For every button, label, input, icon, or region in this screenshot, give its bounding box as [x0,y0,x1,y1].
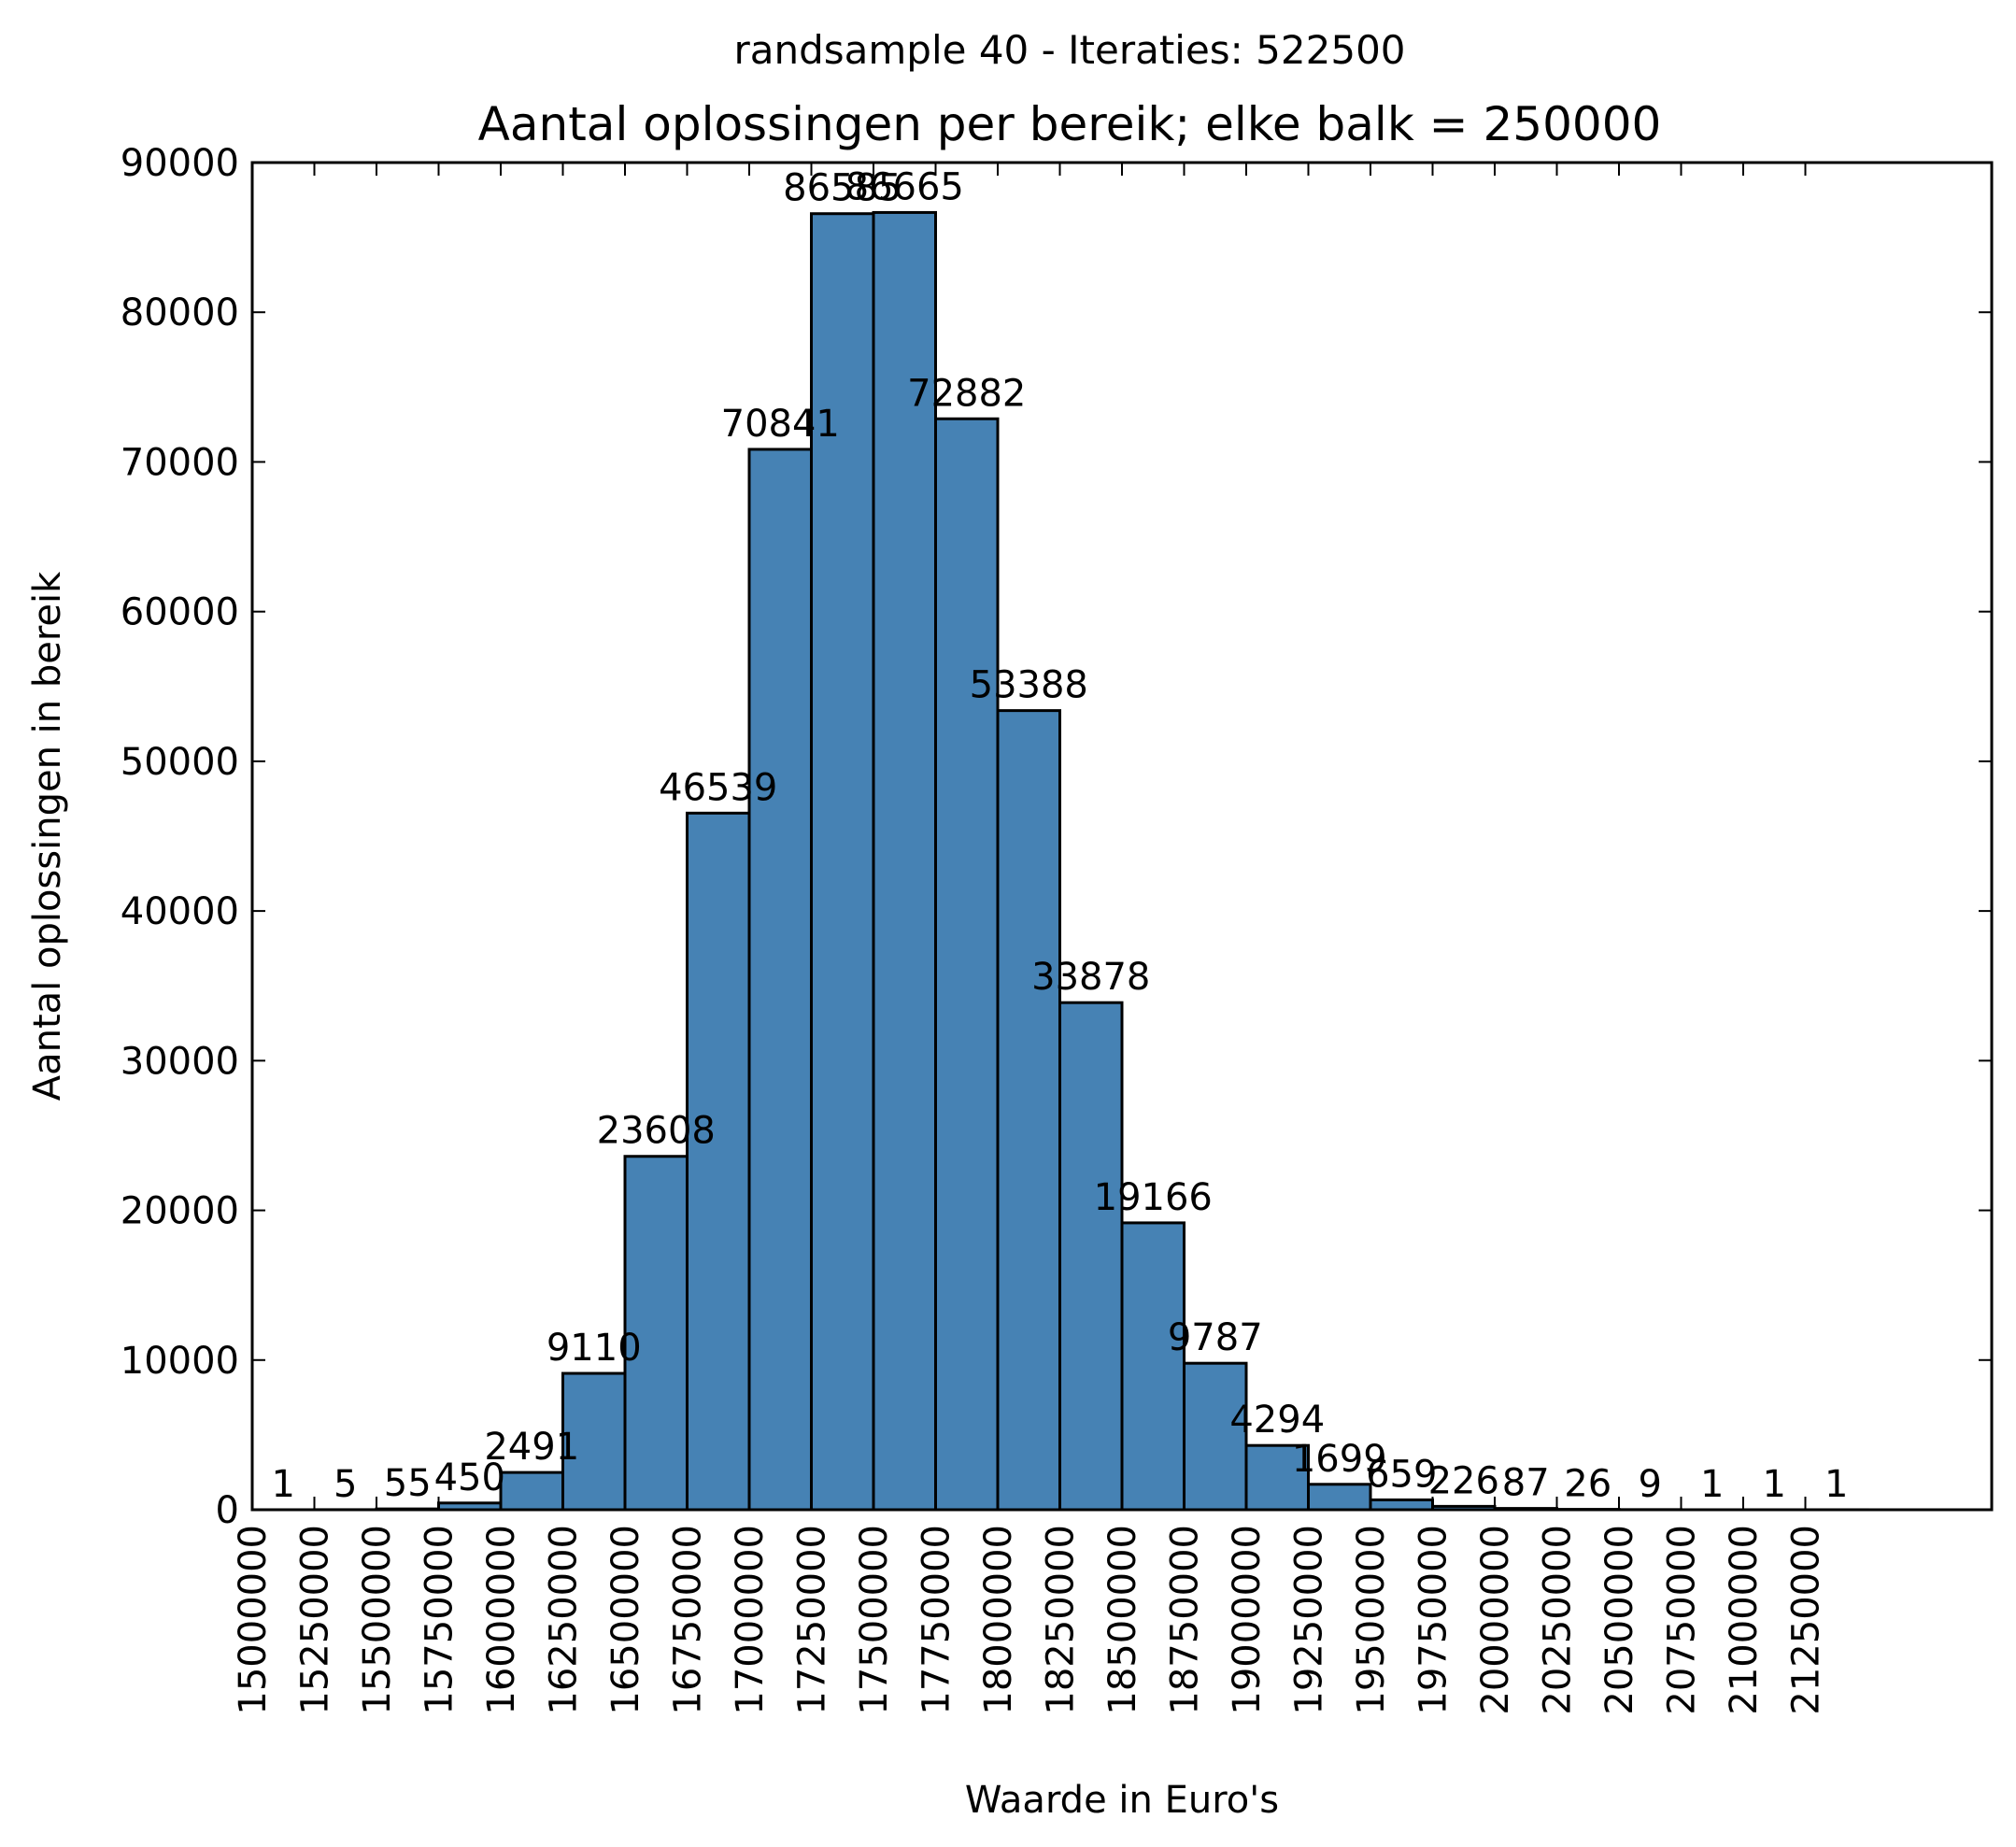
histogram-bar [1060,1002,1123,1510]
x-tick-label: 20250000 [1537,1525,1580,1715]
x-tick-label: 21250000 [1785,1525,1828,1715]
y-tick-label: 60000 [121,591,239,634]
x-tick-label: 20750000 [1661,1525,1704,1715]
bar-value-label: 72882 [907,372,1026,415]
x-tick-label: 19000000 [1226,1525,1269,1715]
bar-value-label: 1 [1700,1463,1724,1506]
y-tick-label: 20000 [121,1190,239,1233]
y-tick-label: 50000 [121,741,239,784]
x-tick-label: 17500000 [853,1525,896,1715]
y-tick-label: 30000 [121,1040,239,1083]
x-tick-label: 15750000 [419,1525,461,1715]
bar-value-label: 9 [1639,1463,1662,1506]
bar-value-label: 9110 [547,1327,642,1370]
bar-value-label: 23608 [597,1110,716,1153]
bar-value-label: 33878 [1031,956,1150,999]
bar-value-label: 1 [1824,1463,1848,1506]
bar-value-label: 87 [1502,1462,1550,1505]
x-tick-label: 20500000 [1598,1525,1641,1715]
x-tick-label: 17000000 [729,1525,772,1715]
y-axis-label: Aantal oplossingen in bereik [26,571,69,1101]
bar-value-label: 1 [272,1463,295,1506]
histogram-bar [749,449,812,1510]
bar-value-label: 19166 [1094,1176,1213,1219]
y-tick-label: 10000 [121,1340,239,1383]
bar-value-label: 26 [1564,1463,1611,1506]
bar-value-label: 226 [1428,1459,1499,1502]
bar-value-label: 5 [334,1463,357,1506]
x-tick-label: 19750000 [1413,1525,1455,1715]
chart-title: Aantal oplossingen per bereik; elke balk… [478,97,1662,151]
x-tick-label: 15250000 [294,1525,337,1715]
histogram-bar [1309,1485,1371,1510]
bar-value-label: 53388 [970,664,1088,707]
x-tick-label: 17750000 [916,1525,958,1715]
bar-value-label: 4294 [1229,1399,1325,1442]
bars-group [252,212,1867,1510]
x-tick-label: 18500000 [1101,1525,1144,1715]
bar-value-label: 55 [384,1462,432,1505]
histogram-bar [1122,1223,1185,1510]
x-tick-label: 17250000 [791,1525,834,1715]
x-tick-label: 16500000 [604,1525,647,1715]
bar-value-label: 86665 [845,165,964,208]
y-tick-label: 70000 [121,441,239,484]
bar-value-label: 2491 [484,1426,579,1469]
y-tick-label: 90000 [121,142,239,185]
bar-value-label: 1 [1763,1463,1786,1506]
bar-value-label: 46539 [659,766,777,809]
bar-value-label: 70841 [721,403,840,446]
x-tick-label: 18750000 [1164,1525,1207,1715]
x-tick-label: 19250000 [1288,1525,1331,1715]
histogram-bar [1370,1499,1433,1510]
x-tick-label: 18000000 [977,1525,1020,1715]
x-axis-label: Waarde in Euro's [965,1779,1279,1822]
x-tick-label: 21000000 [1723,1525,1766,1715]
x-tick-label: 16750000 [667,1525,710,1715]
x-tick-label: 18250000 [1040,1525,1083,1715]
y-tick-label: 40000 [121,890,239,933]
x-tick-label: 19500000 [1350,1525,1393,1715]
x-tick-label: 15500000 [356,1525,399,1715]
x-tick-label: 16250000 [543,1525,586,1715]
bar-value-label: 9787 [1168,1316,1263,1359]
histogram-bar [501,1472,563,1510]
y-tick-label: 80000 [121,291,239,334]
bar-value-label: 659 [1366,1453,1437,1496]
x-tick-label: 20000000 [1474,1525,1517,1715]
histogram-bar [998,711,1060,1510]
chart-suptitle: randsample 40 - Iteraties: 522500 [733,27,1405,73]
x-tick-label: 15000000 [232,1525,275,1715]
x-tick-label: 16000000 [480,1525,523,1715]
histogram-bar [688,813,750,1510]
histogram-bar [936,419,999,1510]
